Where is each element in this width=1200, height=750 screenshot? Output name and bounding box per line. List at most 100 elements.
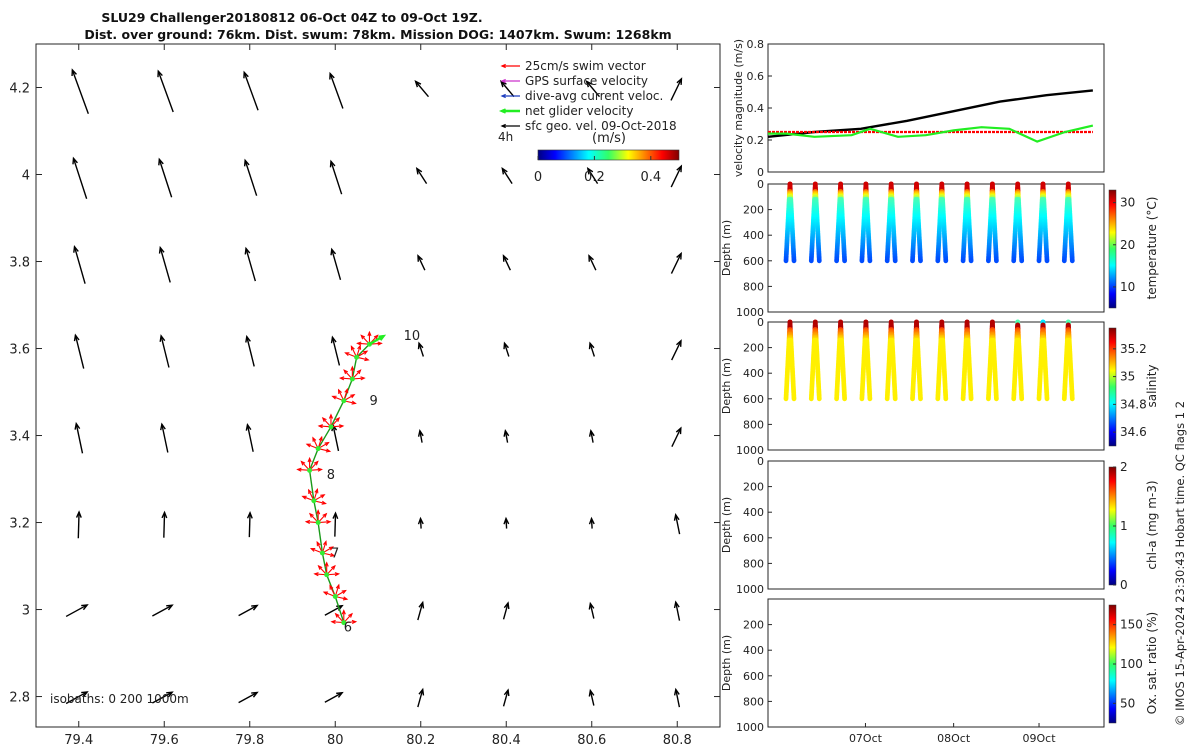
glider-position	[319, 550, 325, 556]
temperature-y-tick-label: 800	[743, 280, 764, 293]
map-current-arrow	[73, 333, 85, 369]
legend-label: dive-avg current veloc.	[525, 89, 663, 103]
map-current-arrow	[670, 251, 682, 274]
salinity-profile-point	[1019, 396, 1025, 402]
oxygen-y-tick-label: 1000	[736, 721, 764, 734]
map-current-arrow	[673, 513, 681, 535]
map-current-arrow	[245, 422, 254, 452]
map-current-arrow	[73, 245, 86, 284]
map-day-labels: 10 9 8 7 6	[327, 329, 420, 635]
map-current-arrow	[588, 601, 595, 619]
salinity-profile-point	[1036, 396, 1042, 402]
map-current-arrow	[503, 341, 510, 357]
map-current-arrow	[585, 80, 601, 98]
map-current-arrow	[588, 429, 595, 443]
salinity-y-tick-label: 600	[743, 393, 764, 406]
salinity-y-tick-label: 0	[757, 316, 764, 329]
map-current-arrow	[417, 687, 425, 708]
map-y-tick-label: 4	[22, 169, 30, 184]
glider-track-segment	[313, 500, 319, 523]
map-current-arrow	[161, 510, 168, 538]
salinity-profile-point	[808, 396, 814, 402]
salinity-panel: 0 200 400 600 800 1000 Depth (m) 34.6 34.8 35 35.2…	[720, 316, 1159, 457]
map-current-arrow	[501, 166, 513, 184]
salinity-profile-point	[834, 396, 839, 402]
temperature-profile-point	[943, 258, 949, 264]
salinity-colorbar-tick-label: 34.6	[1120, 425, 1147, 439]
map-current-arrow	[670, 77, 683, 101]
temperature-y-tick-label: 400	[743, 229, 764, 242]
velocity-y-label: velocity magnitude (m/s)	[732, 39, 745, 177]
salinity-profile-point	[1011, 396, 1017, 402]
chl-colorbar-tick-label: 1	[1120, 519, 1128, 533]
oxygen-y-tick-label: 800	[743, 695, 764, 708]
temperature-profile-point	[1036, 258, 1042, 264]
map-current-arrow	[417, 516, 424, 529]
map-current-arrow	[152, 604, 174, 617]
oxygen-colorbar-label: Ox. sat. ratio (%)	[1145, 612, 1159, 714]
map-x-tick-label: 80.2	[406, 733, 435, 748]
velocity-y-tick-label: 0	[757, 166, 764, 179]
map-x-tick-label: 80.4	[492, 733, 521, 748]
map-current-arrow	[71, 68, 89, 115]
temperature-profile-point	[918, 258, 923, 264]
map-current-arrow	[499, 80, 515, 98]
day-label: 6	[344, 620, 352, 635]
map-current-arrow	[65, 691, 89, 705]
chl-colorbar-tick-label: 0	[1120, 578, 1128, 592]
map-glider-track	[296, 330, 387, 626]
salinity-profile-point	[791, 396, 797, 402]
map-current-arrow	[72, 156, 88, 199]
colorbar-tick-label: 0	[534, 170, 542, 185]
glider-track-segment	[317, 426, 332, 449]
day-label: 7	[331, 546, 339, 561]
map-x-tick-label: 80.6	[577, 733, 606, 748]
map-current-arrow	[330, 247, 342, 281]
map-current-arrow	[157, 69, 174, 113]
map-x-tick-label: 79.8	[235, 733, 264, 748]
salinity-y-tick-label: 200	[743, 342, 764, 355]
temperature-y-tick-label: 600	[743, 255, 764, 268]
temperature-colorbar	[1108, 189, 1117, 309]
legend-marker	[498, 108, 520, 114]
salinity-profile-point	[859, 396, 865, 402]
map-current-arrows	[65, 68, 683, 708]
title-line-1: SLU29 Challenger20180812 06-Oct 04Z to 0…	[101, 10, 482, 25]
salinity-colorbar-label: salinity	[1145, 364, 1159, 407]
temperature-y-label: Depth (m)	[720, 220, 733, 276]
map-current-arrow	[159, 334, 170, 368]
time-x-tick-label: 07Oct	[849, 732, 883, 745]
map-y-tick-label: 2.8	[9, 691, 30, 706]
map-current-arrow	[503, 429, 510, 443]
temperature-profile-point	[968, 258, 974, 264]
colorbar-tick-label: 0.2	[584, 170, 605, 185]
map-y-tick-label: 3.8	[9, 256, 30, 271]
oxygen-colorbar-tick-label: 100	[1120, 657, 1143, 671]
map-current-arrow	[671, 339, 682, 361]
temperature-profile-point	[791, 258, 797, 264]
oxygen-panel: 200 400 600 800 1000 Depth (m) 50 100 150 Ox. sat…	[720, 598, 1159, 745]
temperature-profile-point	[1069, 258, 1075, 264]
map-panel: 79.4 79.6 79.8 80 80.2 80.4 80.6 80.82.833.23.4…	[9, 43, 721, 748]
glider-position	[328, 424, 334, 430]
salinity-axes	[767, 321, 1105, 451]
velocity-y-tick-label: 0.8	[747, 38, 765, 51]
map-current-arrow	[503, 516, 510, 529]
salinity-profile-point	[986, 396, 991, 402]
temperature-profile-point	[859, 258, 865, 264]
glider-position	[332, 593, 338, 599]
temperature-profile-point	[1011, 258, 1017, 264]
map-current-arrow	[671, 426, 682, 447]
map-current-arrow	[417, 341, 425, 357]
glider-position	[324, 572, 330, 578]
velocity-y-tick-label: 0.6	[747, 70, 765, 83]
map-current-arrow	[243, 158, 258, 196]
salinity-profile-point	[892, 396, 898, 402]
glider-position	[354, 354, 360, 360]
temperature-axes	[767, 183, 1105, 313]
colorbar-units: (m/s)	[592, 131, 626, 146]
temperature-profile-point	[1019, 258, 1025, 264]
temperature-colorbar-tick-label: 10	[1120, 280, 1135, 294]
